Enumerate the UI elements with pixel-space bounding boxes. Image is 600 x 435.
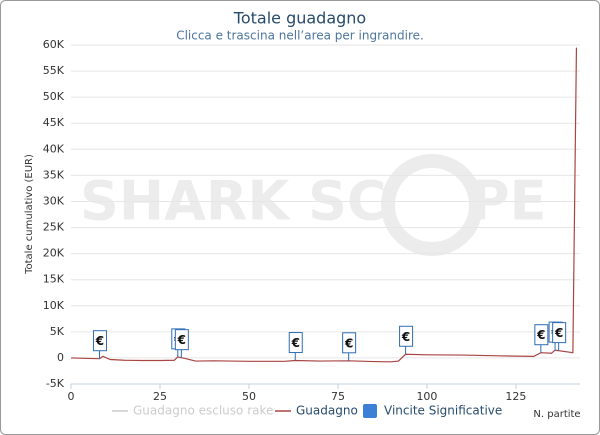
y-tick-label: -5K: [46, 377, 65, 390]
flag: €: [288, 332, 303, 361]
legend-label: Guadagno: [296, 404, 358, 418]
y-tick-label: 10K: [43, 299, 65, 312]
flag-label: €: [536, 328, 545, 342]
legend-item[interactable]: Guadagno: [275, 404, 358, 418]
flag-box: [399, 325, 414, 347]
x-axis-label: N. partite: [533, 409, 580, 420]
y-tick-label: 45K: [43, 116, 65, 129]
legend-label: Guadagno escluso rake: [133, 404, 273, 418]
y-tick-label: 25K: [43, 221, 65, 234]
flag-label: €: [401, 330, 410, 344]
flag-box: [174, 329, 189, 351]
flag: €: [174, 329, 189, 358]
x-tick-label: 125: [505, 390, 526, 403]
flag-box: [92, 330, 107, 352]
y-tick-label: 30K: [43, 194, 65, 207]
y-tick-label: 40K: [43, 142, 65, 155]
flag: €: [92, 330, 107, 359]
y-tick-label: 15K: [43, 273, 65, 286]
legend-item[interactable]: Vincite Significative: [363, 404, 502, 419]
flag-label: €: [177, 333, 186, 347]
flag: €: [399, 325, 414, 355]
y-tick-label: 20K: [43, 247, 65, 260]
flag-label: €: [95, 334, 104, 348]
flag-box: [288, 332, 303, 354]
y-axis-label: Totale cumulativo (EUR): [24, 154, 35, 275]
y-tick-label: 0: [57, 351, 64, 364]
flag-label: €: [554, 326, 563, 340]
chart-title: Totale guadagno: [233, 9, 366, 28]
watermark-scope: [381, 154, 483, 256]
flag-box: [552, 322, 567, 344]
x-tick-label: 100: [416, 390, 437, 403]
legend-symbol: [363, 404, 377, 418]
x-tick-label: 0: [68, 390, 75, 403]
y-tick-label: 55K: [43, 64, 65, 77]
flag-label: €: [291, 336, 300, 350]
flag: €: [552, 322, 567, 351]
y-tick-label: 5K: [50, 325, 65, 338]
y-tick-label: 60K: [43, 38, 65, 51]
flag-box: [534, 324, 549, 346]
legend-item[interactable]: Guadagno escluso rake: [112, 404, 273, 418]
x-tick-label: 25: [153, 390, 167, 403]
flag: €: [342, 332, 357, 361]
flag-box: [342, 332, 357, 354]
x-tick-label: 50: [242, 390, 256, 403]
x-tick-label: 75: [331, 390, 345, 403]
data-line: [70, 47, 578, 363]
flag-label: €: [344, 336, 353, 350]
y-tick-label: 35K: [43, 168, 65, 181]
y-tick-label: 50K: [43, 90, 65, 103]
chart-subtitle: Clicca e trascina nell’area per ingrandi…: [176, 29, 424, 43]
legend-label: Vincite Significative: [384, 404, 502, 418]
flag: €: [534, 324, 549, 353]
